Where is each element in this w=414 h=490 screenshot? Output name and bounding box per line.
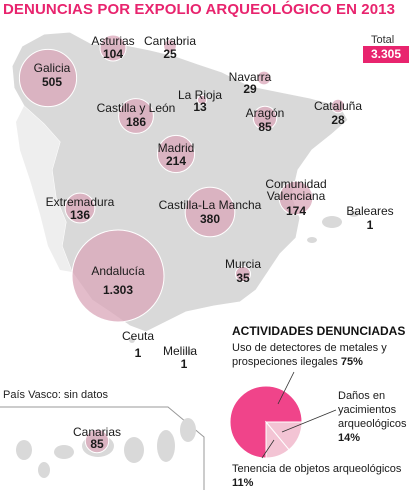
region-name-label: Murcia	[225, 257, 261, 271]
portugal-shape	[16, 106, 72, 272]
region-name-label: Baleares	[346, 204, 393, 218]
pie-label-tenencia: Tenencia de objetos arqueológicos 11%	[232, 462, 412, 490]
region-value-label: 1	[135, 346, 142, 360]
pie-label-text: Daños en yacimientos arqueológicos	[338, 390, 407, 430]
region-value-label: 186	[126, 115, 146, 129]
region-value-label: 505	[42, 75, 62, 89]
island-shape	[124, 437, 144, 463]
island-shape	[157, 430, 175, 462]
pie-label-text: Uso de detectores de metales y prospecio…	[232, 342, 387, 368]
region-name-label: Cataluña	[314, 99, 362, 113]
mallorca-shape	[322, 216, 342, 228]
region-name-label: Canarias	[73, 425, 121, 439]
ceuta-shape	[129, 337, 135, 343]
region-name-label: Asturias	[91, 34, 134, 48]
region-name-label: Comunidad	[265, 177, 326, 191]
bubble-murcia	[235, 266, 251, 282]
pie-title: ACTIVIDADES DENUNCIADAS	[232, 324, 406, 338]
island-shape	[180, 418, 196, 442]
pie-leader-line	[261, 439, 275, 459]
missing-data-note: País Vasco: sin datos	[3, 389, 108, 401]
pie-label-value: 11%	[232, 477, 254, 489]
island-shape	[16, 440, 32, 460]
bubble-cantabria	[163, 39, 177, 53]
region-name-label: La Rioja	[178, 88, 222, 102]
bubble-navarra	[256, 70, 272, 86]
bubble-castilla-la-mancha	[184, 186, 236, 238]
region-value-label: 380	[200, 212, 220, 226]
region-value-label: 25	[163, 47, 177, 61]
region-value-label: 29	[243, 82, 257, 96]
region-name-label: Andalucía	[91, 264, 145, 278]
bubble-la-rioja	[196, 94, 208, 106]
region-name-label: Ceuta	[122, 329, 154, 343]
region-value-label: 35	[236, 271, 250, 285]
ibiza-shape	[307, 237, 317, 243]
bubble-catalu-a	[330, 98, 346, 114]
pie-label-danos: Daños en yacimientos arqueológicos 14%	[338, 389, 412, 445]
total-label: Total	[371, 34, 395, 46]
total-badge: 3.305	[363, 46, 409, 63]
region-name-label: Valenciana	[267, 189, 326, 203]
menorca-shape	[349, 211, 359, 217]
region-name-label: Castilla-La Mancha	[159, 198, 262, 212]
pie-leader-line	[277, 371, 295, 405]
canary-islands	[16, 418, 196, 478]
region-name-label: Melilla	[163, 344, 197, 358]
bubble-andaluc-a	[71, 229, 165, 323]
region-value-label: 85	[258, 120, 272, 134]
region-value-label: 1.303	[103, 283, 133, 297]
pie-label-detectores: Uso de detectores de metales y prospecio…	[232, 341, 410, 369]
region-name-label: Cantabria	[144, 34, 196, 48]
island-shape	[54, 445, 74, 459]
region-name-label: Extremadura	[46, 195, 115, 209]
region-name-label: Aragón	[246, 106, 285, 120]
pie-label-text: Tenencia de objetos arqueológicos	[232, 463, 402, 475]
pie-label-value: 14%	[338, 432, 361, 444]
region-name-label: Castilla y León	[97, 101, 176, 115]
chart-title: DENUNCIAS POR EXPOLIO ARQUEOLÓGICO EN 20…	[3, 1, 396, 18]
bubble-galicia	[18, 48, 78, 108]
region-value-label: 85	[90, 437, 104, 451]
bubble-madrid	[156, 134, 196, 174]
bubble-extremadura	[64, 192, 96, 224]
pie-slice	[265, 420, 290, 459]
island-shape	[38, 462, 50, 478]
bubble-castilla-y-le-n	[118, 98, 154, 134]
pie-slice	[229, 385, 303, 459]
region-name-label: Galicia	[34, 61, 71, 75]
bubble-canarias	[84, 428, 110, 454]
region-value-label: 104	[103, 47, 123, 61]
region-value-label: 28	[331, 113, 345, 127]
pie-leader-line	[281, 409, 337, 433]
region-value-label: 174	[286, 204, 306, 218]
bubble-asturias	[99, 34, 127, 62]
region-value-label: 136	[70, 208, 90, 222]
region-value-label: 214	[166, 154, 186, 168]
region-name-label: Madrid	[158, 141, 195, 155]
pie-label-value: 75%	[340, 356, 363, 368]
bubble-comunidad-valenciana	[278, 180, 314, 216]
melilla-shape	[187, 349, 193, 355]
region-value-label: 1	[181, 357, 188, 371]
region-value-label: 1	[367, 218, 374, 232]
bubble-arag-n	[252, 105, 278, 131]
region-value-label: 13	[193, 100, 207, 114]
region-name-label: Navarra	[229, 70, 272, 84]
